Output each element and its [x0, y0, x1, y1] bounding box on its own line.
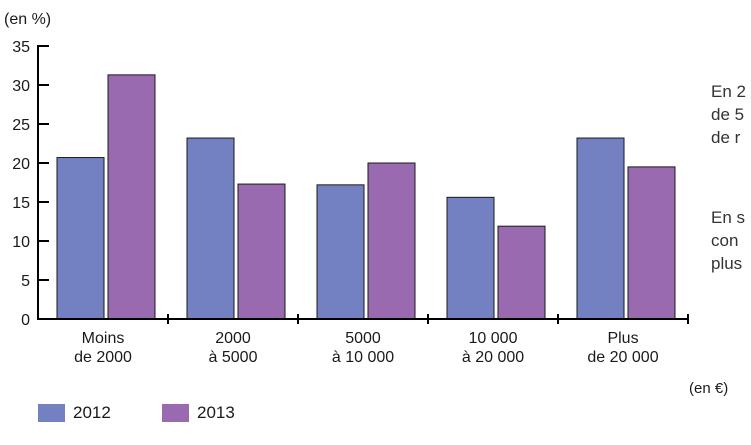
side-text-line: En 2 [711, 82, 746, 101]
bar-2012-0 [56, 157, 105, 320]
bar-2012-3 [446, 196, 495, 320]
legend-label: 2013 [197, 403, 235, 422]
y-tick-label: 10 [12, 234, 30, 251]
y-tick-label: 30 [12, 78, 30, 95]
y-axis-label: (en %) [4, 11, 51, 28]
x-tick-label: Moins de 2000 [74, 330, 132, 366]
bar-2012-2 [316, 184, 365, 320]
side-text-paragraph-1: En 2 de 5 de r [711, 80, 746, 149]
side-text-line: de r [711, 128, 741, 147]
side-text-line: plus [711, 254, 743, 273]
bar-2012-1 [186, 137, 235, 320]
x-axis-label: (en €) [689, 380, 728, 397]
legend-item-2013: 2013 [162, 400, 235, 426]
y-tick-label: 35 [12, 39, 30, 56]
y-tick-label: 25 [12, 117, 30, 134]
y-tick-label: 0 [21, 312, 30, 329]
x-tick-label: 10 000 à 20 000 [462, 330, 524, 366]
y-tick-label: 5 [21, 273, 30, 290]
legend-swatch [162, 404, 189, 422]
bar-2013-2 [367, 162, 416, 320]
legend-item-2012: 2012 [38, 400, 111, 426]
side-text-paragraph-2: En s con plus [711, 206, 745, 275]
bar-2013-0 [107, 74, 156, 320]
side-text-line: En s [711, 208, 746, 227]
legend-label: 2012 [73, 403, 111, 422]
y-tick-label: 20 [12, 156, 30, 173]
y-tick-label: 15 [12, 195, 30, 212]
bar-2013-4 [627, 166, 676, 320]
x-tick-label: Plus de 20 000 [587, 330, 658, 366]
legend-swatch [38, 404, 65, 422]
x-tick-label: 2000 à 5000 [209, 330, 258, 366]
side-text-line: de 5 [711, 105, 745, 124]
side-text-line: con [711, 231, 739, 250]
bar-2013-3 [497, 225, 546, 320]
bar-2013-1 [237, 183, 286, 320]
bar-2012-4 [576, 137, 625, 320]
x-tick-label: 5000 à 10 000 [332, 330, 394, 366]
